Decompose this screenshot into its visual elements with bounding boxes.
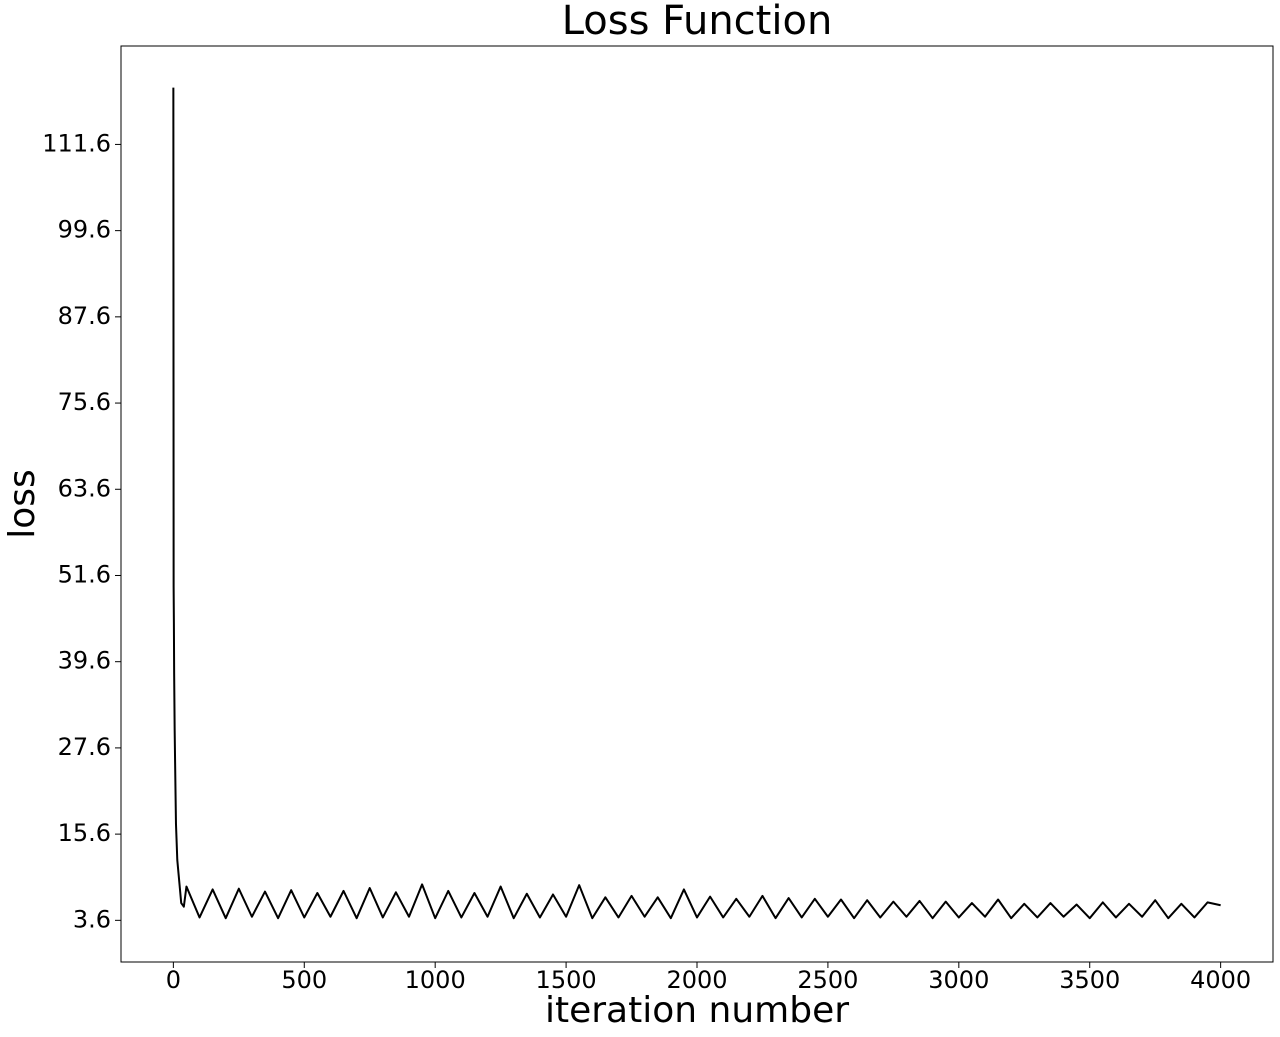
x-tick-label: 3000 <box>928 966 989 994</box>
y-tick-label: 75.6 <box>58 388 111 416</box>
y-tick-label: 3.6 <box>73 905 111 933</box>
x-tick-label: 2000 <box>666 966 727 994</box>
x-tick-label: 0 <box>166 966 181 994</box>
y-tick-label: 15.6 <box>58 819 111 847</box>
y-tick-label: 27.6 <box>58 733 111 761</box>
y-tick-label: 51.6 <box>58 560 111 588</box>
x-tick-label: 1500 <box>536 966 597 994</box>
y-tick-label: 39.6 <box>58 647 111 675</box>
y-axis-label: loss <box>2 469 43 539</box>
x-tick-label: 500 <box>281 966 327 994</box>
x-tick-label: 1000 <box>405 966 466 994</box>
x-tick-label: 3500 <box>1059 966 1120 994</box>
y-tick-label: 63.6 <box>58 474 111 502</box>
x-tick-label: 4000 <box>1190 966 1251 994</box>
x-tick-label: 2500 <box>797 966 858 994</box>
chart-title: Loss Function <box>562 0 833 44</box>
y-tick-label: 87.6 <box>58 302 111 330</box>
x-axis-label: iteration number <box>545 990 849 1031</box>
y-tick-label: 111.6 <box>42 129 111 157</box>
loss-line <box>172 87 1221 920</box>
y-tick-label: 99.6 <box>58 216 111 244</box>
plot-frame <box>120 45 1274 963</box>
